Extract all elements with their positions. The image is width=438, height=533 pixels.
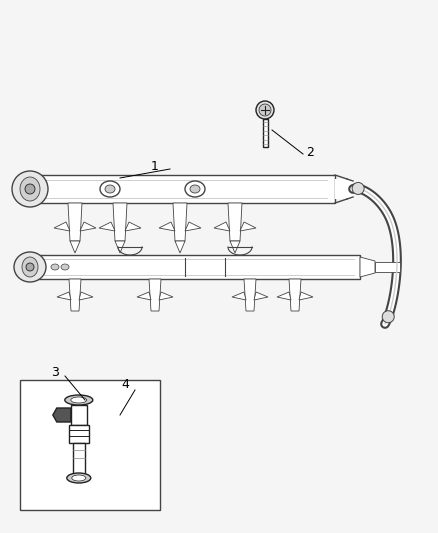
Text: 3: 3	[51, 367, 59, 379]
Ellipse shape	[259, 104, 271, 116]
Polygon shape	[53, 408, 71, 422]
Polygon shape	[214, 222, 230, 231]
Polygon shape	[80, 222, 96, 231]
Bar	[30, 175, 335, 203]
Polygon shape	[149, 279, 161, 311]
Text: 4: 4	[121, 378, 129, 392]
Polygon shape	[299, 292, 313, 300]
Polygon shape	[244, 279, 256, 311]
Bar	[262, 119, 268, 147]
Polygon shape	[289, 279, 301, 311]
Text: 2: 2	[306, 146, 314, 158]
Polygon shape	[113, 203, 127, 241]
Polygon shape	[360, 257, 375, 277]
Polygon shape	[277, 292, 291, 300]
Ellipse shape	[14, 252, 46, 282]
Ellipse shape	[26, 263, 34, 271]
Polygon shape	[54, 222, 70, 231]
Polygon shape	[175, 241, 185, 253]
Bar	[71, 405, 87, 425]
Ellipse shape	[256, 101, 274, 119]
Ellipse shape	[61, 264, 69, 270]
Polygon shape	[70, 241, 80, 253]
Ellipse shape	[71, 397, 87, 403]
Text: 1: 1	[151, 160, 159, 174]
Polygon shape	[57, 292, 71, 300]
Polygon shape	[69, 279, 81, 311]
Polygon shape	[125, 222, 141, 231]
Polygon shape	[159, 292, 173, 300]
Ellipse shape	[22, 257, 38, 277]
Ellipse shape	[100, 181, 120, 197]
Polygon shape	[173, 203, 187, 241]
Bar	[20, 380, 160, 510]
Polygon shape	[230, 241, 240, 253]
Polygon shape	[185, 222, 201, 231]
Ellipse shape	[51, 264, 59, 270]
Bar	[69, 425, 89, 443]
Polygon shape	[240, 222, 256, 231]
Polygon shape	[99, 222, 115, 231]
Ellipse shape	[382, 311, 394, 322]
Polygon shape	[79, 292, 93, 300]
Bar	[375, 262, 400, 272]
Polygon shape	[228, 203, 242, 241]
Polygon shape	[68, 203, 82, 241]
Polygon shape	[232, 292, 246, 300]
Ellipse shape	[65, 395, 93, 405]
Ellipse shape	[25, 184, 35, 194]
Polygon shape	[254, 292, 268, 300]
Ellipse shape	[185, 181, 205, 197]
Polygon shape	[115, 241, 125, 253]
Ellipse shape	[190, 185, 200, 193]
Bar	[30, 255, 360, 279]
Ellipse shape	[67, 473, 91, 483]
Ellipse shape	[105, 185, 115, 193]
Polygon shape	[137, 292, 151, 300]
Polygon shape	[159, 222, 175, 231]
Ellipse shape	[72, 475, 86, 481]
Bar	[73, 443, 85, 478]
Ellipse shape	[352, 182, 364, 195]
Ellipse shape	[12, 171, 48, 207]
Bar	[335, 179, 353, 199]
Ellipse shape	[20, 177, 40, 201]
